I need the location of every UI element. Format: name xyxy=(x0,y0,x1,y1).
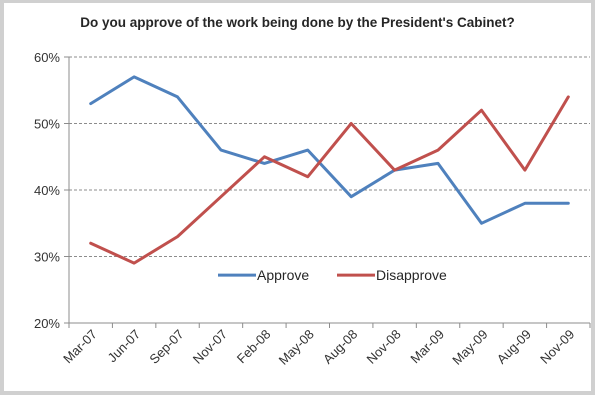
legend: Approve Disapprove xyxy=(218,267,447,283)
series-line-disapprove xyxy=(89,95,570,265)
y-tick-label: 30% xyxy=(34,250,60,265)
gridlines xyxy=(69,56,590,257)
y-tick-label: 40% xyxy=(34,183,60,198)
series-line-approve xyxy=(89,75,570,225)
x-axis-tick-labels: Mar-07 Jun-07 Sep-07 Nov-07 Feb-08 May-08 Aug-… xyxy=(60,327,577,368)
x-tick-label: Aug-09 xyxy=(494,327,534,367)
y-tick-label: 60% xyxy=(34,50,60,65)
series-lines xyxy=(89,75,570,265)
y-tick-label: 20% xyxy=(34,316,60,331)
x-tick-label: Aug-08 xyxy=(320,327,360,367)
y-axis-tick-labels: 20% 30% 40% 50% 60% xyxy=(34,50,60,331)
legend-label: Approve xyxy=(257,267,309,283)
x-tick-label: Jun-07 xyxy=(105,327,144,366)
x-tick-label: Sep-07 xyxy=(146,327,186,367)
x-tick-label: Mar-07 xyxy=(60,327,100,367)
x-tick-label: May-08 xyxy=(276,327,317,368)
x-tick-label: May-09 xyxy=(449,327,490,368)
chart-title: Do you approve of the work being done by… xyxy=(80,15,515,30)
y-tick-label: 50% xyxy=(34,117,60,132)
x-tick-label: Mar-09 xyxy=(407,327,447,367)
x-tick-label: Nov-09 xyxy=(537,327,577,367)
axes xyxy=(64,56,591,328)
legend-label: Disapprove xyxy=(376,267,447,283)
x-tick-label: Nov-07 xyxy=(190,327,230,367)
x-tick-label: Nov-08 xyxy=(363,327,403,367)
x-tick-label: Feb-08 xyxy=(234,327,274,367)
